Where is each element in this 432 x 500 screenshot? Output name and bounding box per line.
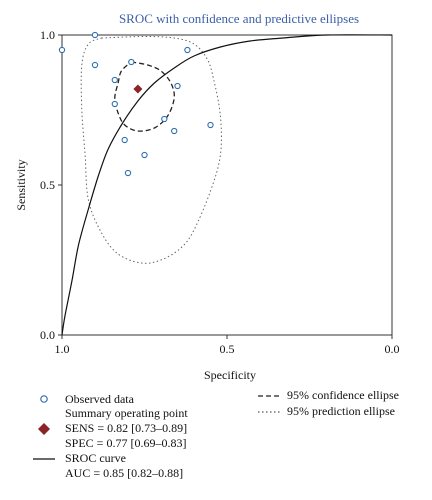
legend-spec-label: SPEC = 0.77 [0.69–0.83] <box>65 436 187 450</box>
observed-point <box>111 100 118 108</box>
observed-point <box>91 61 99 69</box>
sroc-curve <box>61 34 393 336</box>
observed-point <box>174 82 181 90</box>
legend-curve-symbol <box>33 458 55 460</box>
legend-sens-label: SENS = 0.82 [0.73–0.89] <box>65 421 188 435</box>
x-axis-label: Specificity <box>204 368 256 382</box>
chart-title: SROC with confidence and predictive elli… <box>119 11 359 26</box>
observed-point <box>91 31 99 39</box>
observed-point <box>184 46 191 54</box>
observed-point <box>111 76 118 84</box>
legend-observed-label: Observed data <box>65 392 134 406</box>
legend-observed-symbol <box>40 395 48 403</box>
x-tick-label: 0.0 <box>385 342 400 356</box>
x-tick-label: 1.0 <box>55 342 70 356</box>
observed-point <box>58 46 66 54</box>
legend-prediction-label: 95% prediction ellipse <box>287 404 395 418</box>
y-tick-label: 1.0 <box>40 28 55 42</box>
observed-point <box>124 169 132 177</box>
observed-point <box>121 136 128 144</box>
observed-point <box>161 115 168 123</box>
observed-point <box>128 58 135 66</box>
legend-summary-title: Summary operating point <box>65 406 188 420</box>
legend-curve-label: SROC curve <box>65 451 126 465</box>
confidence-ellipse <box>114 61 175 132</box>
y-tick-label: 0.5 <box>40 178 55 192</box>
legend-prediction-symbol <box>258 411 280 413</box>
legend-summary-symbol <box>38 423 50 435</box>
observed-point <box>207 121 214 129</box>
y-axis-label: Sensitivity <box>14 159 28 210</box>
legend-confidence-label: 95% confidence ellipse <box>287 388 399 402</box>
legend-auc-label: AUC = 0.85 [0.82–0.88] <box>65 466 184 480</box>
y-tick-label: 0.0 <box>40 328 55 342</box>
observed-point <box>171 127 178 135</box>
x-tick-label: 0.5 <box>220 342 235 356</box>
observed-point <box>141 151 148 159</box>
legend-confidence-symbol <box>258 395 280 397</box>
summary-point <box>133 84 143 94</box>
